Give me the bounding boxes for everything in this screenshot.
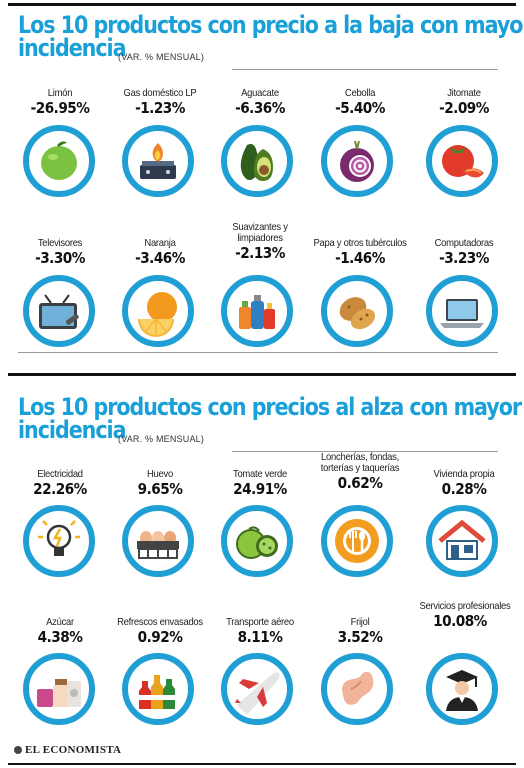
item-tomate-verde: Tomate verde 24.91%	[232, 468, 287, 498]
item-azucar: Azúcar 4.38%	[37, 616, 83, 646]
television-icon	[23, 275, 95, 347]
item-loncherias: Loncherías, fondas, torterías y taquería…	[320, 451, 400, 492]
section1-bottom-rule	[18, 352, 498, 353]
item-cebolla: Cebolla -5.40%	[335, 87, 385, 117]
lime-icon	[23, 125, 95, 197]
item-papa: Papa y otros tubérculos -1.46%	[313, 237, 407, 267]
gas-stove-icon	[122, 125, 194, 197]
item-naranja: Naranja -3.46%	[135, 237, 185, 267]
brand-logo: EL ECONOMISTA	[14, 744, 121, 756]
item-suavizantes: Suavizantes y limpiadores -2.13%	[232, 221, 288, 262]
onion-icon	[321, 125, 393, 197]
house-icon	[426, 505, 498, 577]
item-televisores: Televisores -3.30%	[35, 237, 85, 267]
laptop-icon	[426, 275, 498, 347]
sugar-icon	[23, 653, 95, 725]
brand-mark-icon	[14, 746, 22, 754]
top-divider	[8, 3, 516, 6]
eggs-icon	[122, 505, 194, 577]
item-computadoras: Computadoras -3.23%	[434, 237, 494, 267]
item-gas: Gas doméstico LP -1.23%	[123, 87, 197, 117]
item-limon: Limón -26.95%	[30, 87, 90, 117]
cleaners-icon	[221, 275, 293, 347]
green-tomato-icon	[221, 505, 293, 577]
lightbulb-icon	[23, 505, 95, 577]
item-servicios: Servicios profesionales 10.08%	[419, 600, 511, 630]
item-aguacate: Aguacate -6.36%	[235, 87, 285, 117]
section-divider	[8, 373, 516, 376]
bean-icon	[321, 653, 393, 725]
plate-utensils-icon	[321, 505, 393, 577]
item-huevo: Huevo 9.65%	[137, 468, 183, 498]
section2-subtitle: (VAR. % MENSUAL)	[118, 434, 205, 444]
item-electricidad: Electricidad 22.26%	[33, 468, 87, 498]
section1-title: Los 10 productos con precio a la baja co…	[18, 11, 524, 62]
soda-bottles-icon	[122, 653, 194, 725]
section1-rule	[232, 69, 498, 70]
section2-title: Los 10 productos con precios al alza con…	[18, 393, 522, 444]
item-transporte: Transporte aéreo 8.11%	[226, 616, 294, 646]
item-vivienda: Vivienda propia 0.28%	[433, 468, 495, 498]
section1-subtitle: (VAR. % MENSUAL)	[118, 52, 205, 62]
graduate-icon	[426, 653, 498, 725]
item-frijol: Frijol 3.52%	[337, 616, 383, 646]
section2-rule	[232, 451, 498, 452]
airplane-icon	[221, 653, 293, 725]
tomato-icon	[426, 125, 498, 197]
bottom-divider	[8, 763, 516, 765]
avocado-icon	[221, 125, 293, 197]
item-jitomate: Jitomate -2.09%	[439, 87, 489, 117]
item-refrescos: Refrescos envasados 0.92%	[117, 616, 203, 646]
orange-icon	[122, 275, 194, 347]
potato-icon	[321, 275, 393, 347]
